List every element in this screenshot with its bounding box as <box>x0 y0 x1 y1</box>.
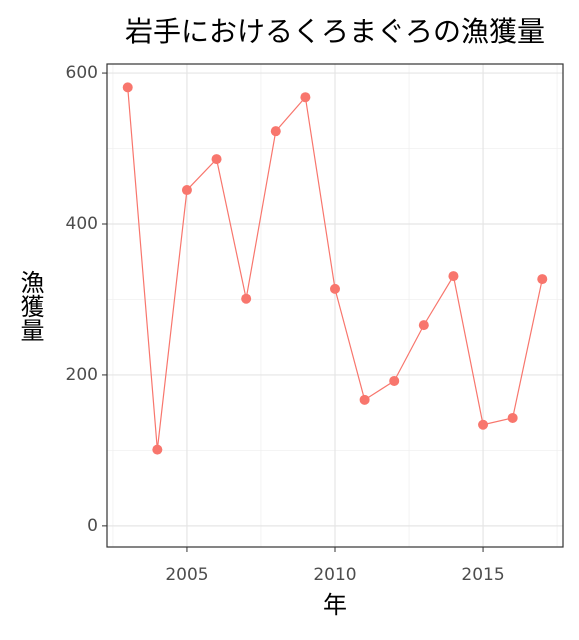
y-tick-label: 400 <box>66 214 98 234</box>
point <box>152 444 163 455</box>
point <box>330 283 340 294</box>
point <box>418 320 429 331</box>
point <box>537 274 548 285</box>
point <box>389 375 400 386</box>
point <box>507 412 518 423</box>
y-axis-label: 漁獲量 <box>16 270 44 342</box>
x-tick-label: 2015 <box>461 565 504 585</box>
x-tick-label: 2005 <box>165 565 208 585</box>
x-axis-label: 年 <box>323 591 347 619</box>
point <box>300 92 311 103</box>
point <box>270 126 281 137</box>
point <box>122 82 133 93</box>
point <box>448 271 459 282</box>
point <box>478 419 489 430</box>
y-tick-label: 600 <box>66 63 98 83</box>
point <box>241 293 252 304</box>
x-tick-label: 2010 <box>313 565 356 585</box>
y-tick-label: 0 <box>87 516 98 536</box>
y-tick-label: 200 <box>66 365 98 385</box>
point <box>181 185 192 196</box>
point <box>359 394 370 405</box>
plot-border <box>106 63 564 548</box>
chart-title: 岩手におけるくろまぐろの漁獲量 <box>125 15 545 48</box>
point <box>211 154 222 165</box>
